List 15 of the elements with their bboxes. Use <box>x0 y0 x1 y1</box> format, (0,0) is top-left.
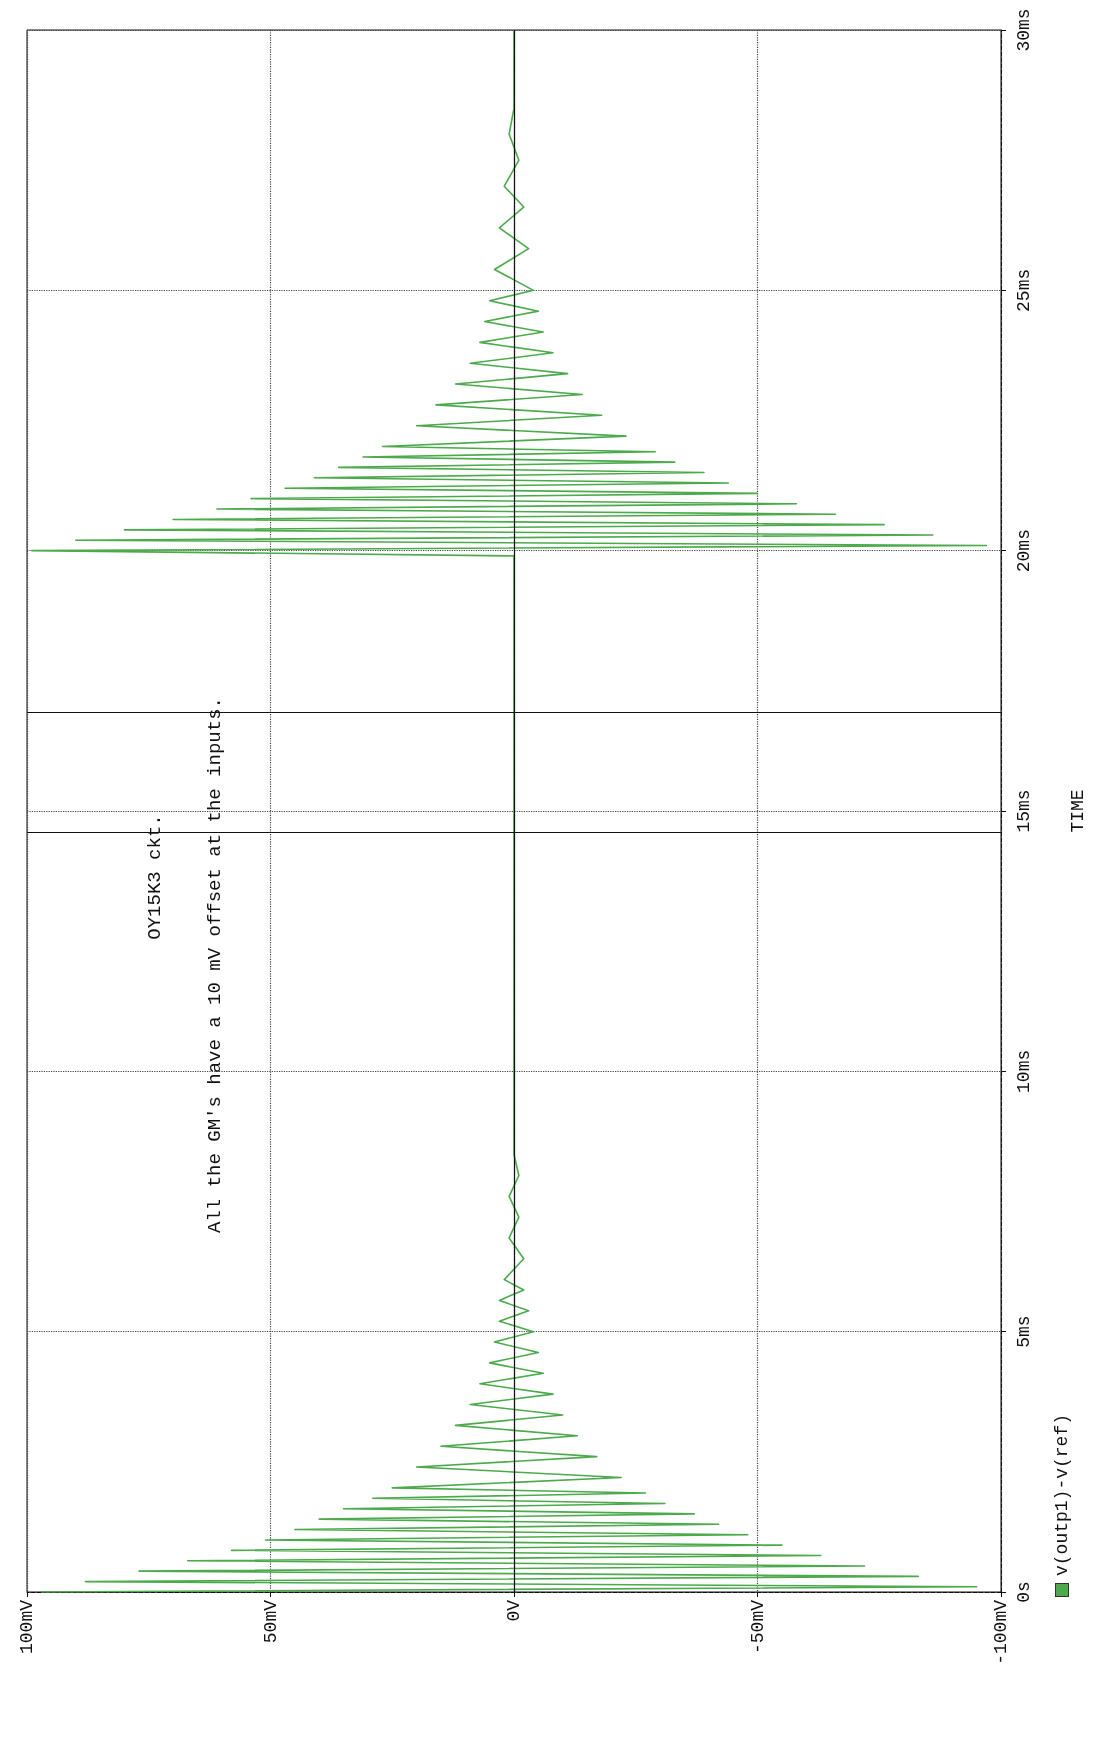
y-tick-label: 25ms <box>1014 268 1034 312</box>
x-tick-label: -50mV <box>747 1599 768 1655</box>
y-tick-label: 10ms <box>1014 1049 1034 1093</box>
x-tick-label: 0V <box>504 1599 524 1622</box>
x-tick-label: 100mV <box>17 1599 37 1655</box>
y-tick-label: 5ms <box>1014 1315 1034 1348</box>
annotation: All the GM's have a 10 mV offset at the inputs. <box>204 697 226 1233</box>
x-tick-label: -100mV <box>991 1599 1011 1665</box>
x-tick-label: 50mV <box>260 1599 281 1644</box>
y-tick-label: 20ms <box>1014 529 1034 573</box>
y-tick-label: 15ms <box>1014 789 1034 833</box>
y-tick-label: 0s <box>1014 1581 1034 1603</box>
y-axis-title: TIME <box>1068 789 1088 833</box>
y-tick-label: 30ms <box>1014 8 1034 52</box>
text: v(outp1)-v(ref) <box>1052 1413 1072 1576</box>
